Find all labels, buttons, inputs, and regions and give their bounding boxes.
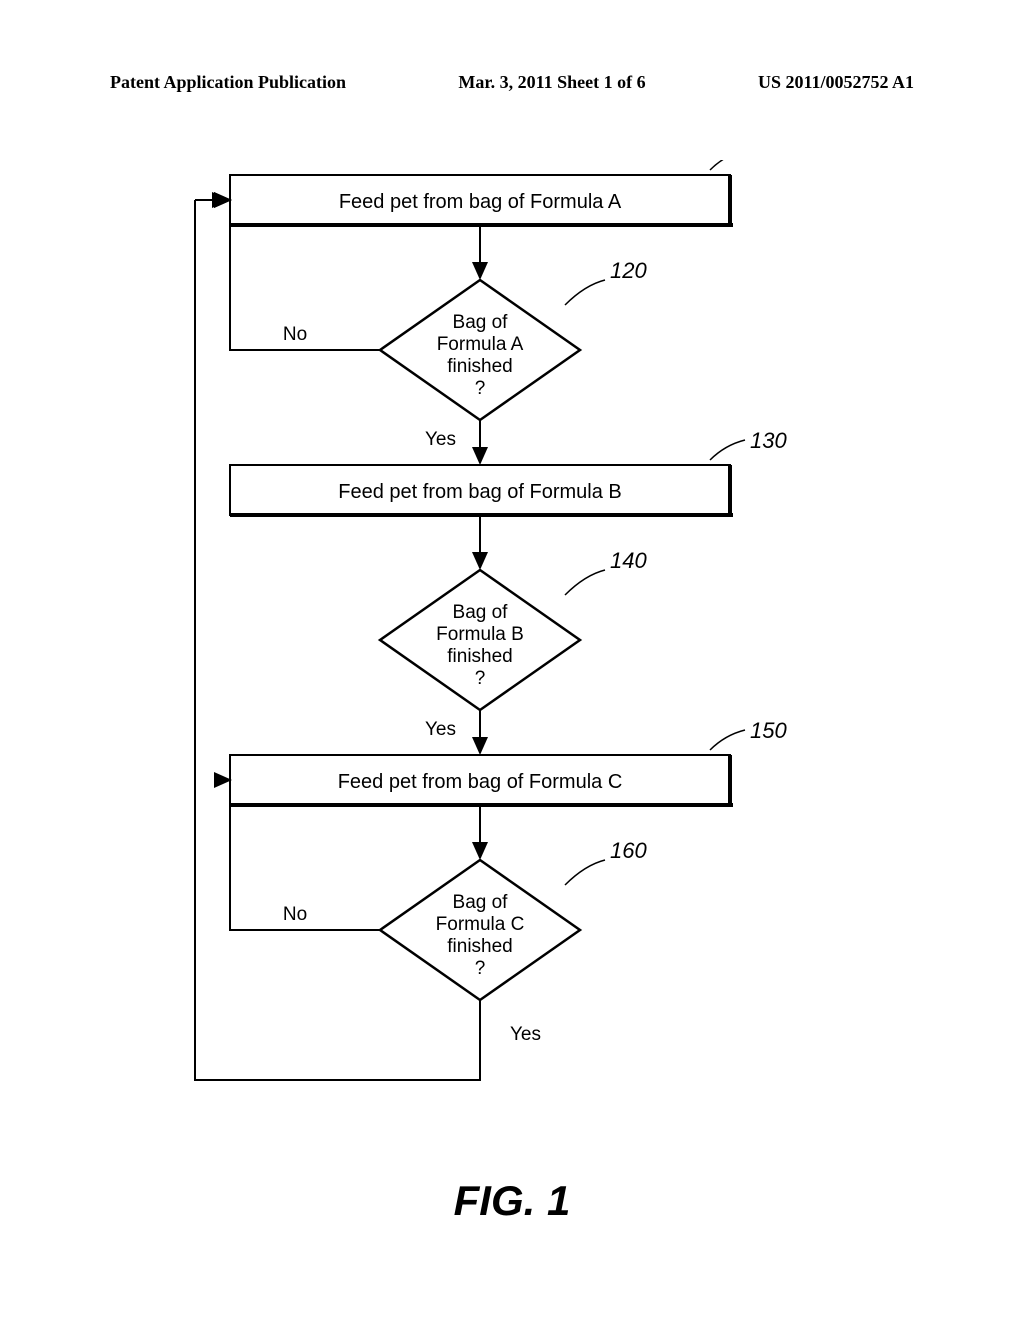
svg-text:Bag of: Bag of	[453, 892, 509, 913]
svg-text:150: 150	[750, 718, 787, 743]
decision-140: Bag of Formula B finished ? 140	[380, 548, 647, 710]
svg-text:Feed pet from bag of Formula C: Feed pet from bag of Formula C	[338, 771, 623, 793]
svg-text:120: 120	[610, 258, 647, 283]
process-box-150: Feed pet from bag of Formula C 150	[230, 718, 787, 805]
svg-text:Bag of: Bag of	[453, 312, 509, 333]
process-box-130: Feed pet from bag of Formula B 130	[230, 428, 787, 515]
svg-text:110: 110	[750, 160, 786, 163]
decision-120: Bag of Formula A finished ? 120	[380, 258, 647, 420]
svg-text:No: No	[283, 324, 307, 345]
svg-text:?: ?	[475, 378, 486, 399]
svg-text:finished: finished	[447, 356, 513, 377]
svg-text:Formula B: Formula B	[436, 624, 524, 645]
svg-text:finished: finished	[447, 936, 513, 957]
header-left: Patent Application Publication	[110, 72, 346, 93]
figure-label: FIG. 1	[0, 1177, 1024, 1225]
svg-text:Formula C: Formula C	[436, 914, 525, 935]
svg-text:finished: finished	[447, 646, 513, 667]
flowchart-diagram: Feed pet from bag of Formula A 110 Bag o…	[140, 160, 860, 1160]
svg-text:Bag of: Bag of	[453, 602, 509, 623]
header-center: Mar. 3, 2011 Sheet 1 of 6	[458, 72, 645, 93]
svg-text:Feed pet from bag of Formula A: Feed pet from bag of Formula A	[339, 191, 622, 213]
svg-text:?: ?	[475, 668, 486, 689]
svg-text:140: 140	[610, 548, 647, 573]
edge-140-150-yes: Yes	[425, 710, 480, 753]
svg-text:No: No	[283, 904, 307, 925]
decision-160: Bag of Formula C finished ? 160	[380, 838, 647, 1000]
svg-text:160: 160	[610, 838, 647, 863]
svg-text:Yes: Yes	[425, 429, 456, 450]
edge-120-130-yes: Yes	[425, 420, 480, 463]
svg-text:Feed pet from bag of Formula B: Feed pet from bag of Formula B	[338, 481, 621, 503]
svg-text:Formula A: Formula A	[437, 334, 524, 355]
svg-text:?: ?	[475, 958, 486, 979]
flowchart-svg: Feed pet from bag of Formula A 110 Bag o…	[140, 160, 860, 1160]
svg-text:130: 130	[750, 428, 787, 453]
svg-text:Yes: Yes	[425, 719, 456, 740]
svg-text:Yes: Yes	[510, 1024, 541, 1045]
process-box-110: Feed pet from bag of Formula A 110	[230, 160, 786, 225]
header-right: US 2011/0052752 A1	[758, 72, 914, 93]
